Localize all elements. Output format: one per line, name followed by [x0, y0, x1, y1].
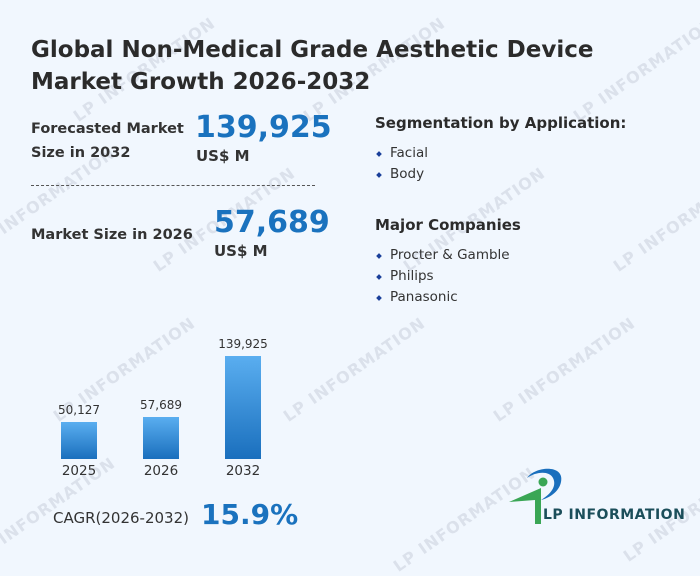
- forecast-value: 139,925: [195, 110, 332, 145]
- watermark: LP INFORMATION: [279, 313, 429, 426]
- forecast-unit: US$ M: [196, 147, 250, 165]
- bar-2025: [61, 422, 97, 459]
- logo-text: LP INFORMATION: [543, 507, 686, 523]
- bar-value-label: 57,689: [140, 398, 182, 412]
- current-unit: US$ M: [214, 242, 268, 260]
- bar-2032: [225, 356, 261, 459]
- forecast-label-line1: Forecasted Market: [31, 121, 184, 137]
- current-value: 57,689: [214, 205, 330, 240]
- bar-value-label: 50,127: [58, 403, 100, 417]
- x-tick-label: 2025: [61, 463, 97, 479]
- x-tick-label: 2032: [225, 463, 261, 479]
- cagr-value: 15.9%: [201, 498, 299, 531]
- divider: [31, 185, 315, 186]
- cagr-label: CAGR(2026-2032): [53, 509, 189, 527]
- segmentation-heading: Segmentation by Application:: [375, 114, 627, 132]
- watermark: LP INFORMATION: [489, 313, 639, 426]
- x-tick-label: 2026: [143, 463, 179, 479]
- list-item: Body: [375, 164, 428, 185]
- companies-heading: Major Companies: [375, 216, 521, 234]
- forecast-label-line2: Size in 2032: [31, 145, 131, 161]
- list-item: Procter & Gamble: [375, 245, 510, 266]
- list-item: Panasonic: [375, 287, 510, 308]
- bar-value-label: 139,925: [218, 337, 268, 351]
- segmentation-list: Facial Body: [375, 143, 428, 185]
- forecast-label: Forecasted Market Size in 2032: [31, 117, 184, 165]
- list-item: Philips: [375, 266, 510, 287]
- current-label: Market Size in 2026: [31, 227, 193, 243]
- companies-list: Procter & Gamble Philips Panasonic: [375, 245, 510, 308]
- bar-2026: [143, 417, 179, 459]
- lp-logo-icon: [509, 468, 562, 524]
- watermark: LP INFORMATION: [609, 163, 700, 276]
- list-item: Facial: [375, 143, 428, 164]
- page-title: Global Non-Medical Grade Aesthetic Devic…: [31, 37, 594, 95]
